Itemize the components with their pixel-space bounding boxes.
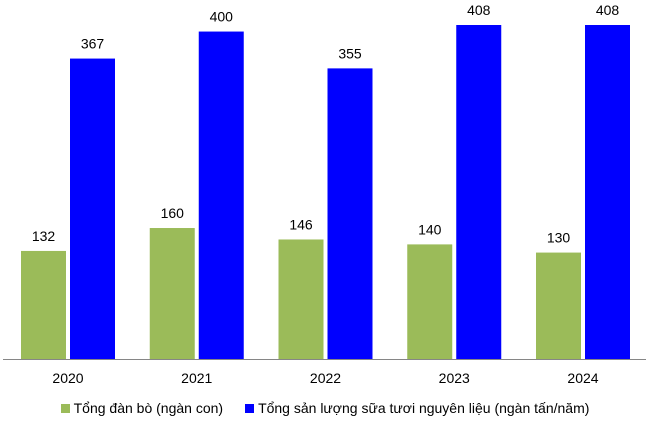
bar-milk-2021 (198, 31, 244, 360)
bar-herd-2023 (407, 244, 453, 359)
data-label-herd-2020: 132 (32, 228, 56, 244)
x-tick-label-2024: 2024 (567, 370, 598, 386)
legend: Tổng đàn bò (ngàn con) Tổng sản lượng sữ… (0, 400, 650, 416)
data-label-milk-2021: 400 (210, 9, 234, 25)
bar-milk-2022 (327, 68, 373, 359)
data-label-herd-2024: 130 (547, 230, 571, 246)
bar-herd-2022 (278, 239, 324, 359)
bar-milk-2024 (585, 25, 630, 359)
data-label-milk-2023: 408 (467, 2, 491, 18)
legend-swatch-herd (60, 403, 70, 413)
x-tick-label-2023: 2023 (439, 370, 470, 386)
data-label-herd-2022: 146 (289, 216, 313, 232)
x-tick-label-2020: 2020 (52, 370, 83, 386)
data-label-milk-2020: 367 (81, 36, 105, 52)
x-tick-label-2022: 2022 (310, 370, 341, 386)
data-label-milk-2024: 408 (596, 2, 620, 18)
bar-herd-2024 (536, 252, 581, 359)
legend-item-herd: Tổng đàn bò (ngàn con) (60, 400, 224, 416)
bar-chart: 132 367 2020 160 400 2021 146 355 2022 140 408 2023… (3, 2, 646, 386)
x-tick-label-2021: 2021 (181, 370, 212, 386)
legend-item-milk: Tổng sản lượng sữa tươi nguyên liệu (ngà… (245, 400, 589, 416)
data-label-herd-2023: 140 (418, 221, 442, 237)
legend-label-herd: Tổng đàn bò (ngàn con) (73, 400, 224, 416)
bar-herd-2020 (21, 250, 66, 359)
bar-milk-2023 (456, 25, 502, 359)
legend-swatch-milk (245, 403, 255, 413)
data-label-herd-2021: 160 (161, 205, 185, 221)
legend-label-milk: Tổng sản lượng sữa tươi nguyên liệu (ngà… (258, 400, 590, 416)
bar-herd-2021 (149, 228, 195, 359)
bar-milk-2020 (70, 58, 115, 360)
data-label-milk-2022: 355 (338, 45, 362, 61)
